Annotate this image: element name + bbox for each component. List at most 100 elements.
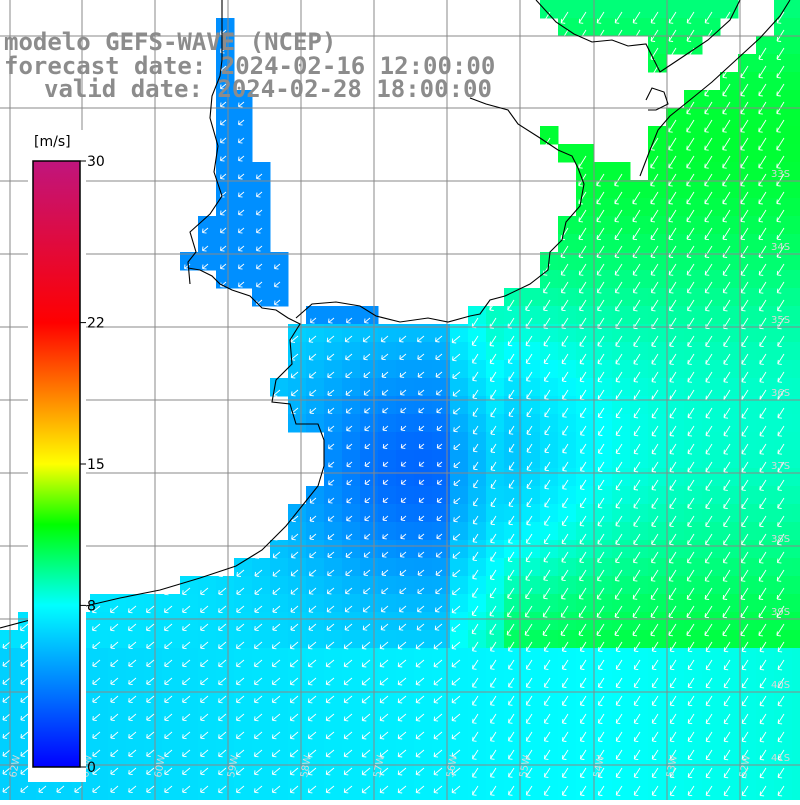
longitude-label: 60W — [153, 754, 168, 778]
field-cell — [450, 612, 469, 631]
wind-arrow — [508, 767, 515, 778]
field-cell — [666, 144, 685, 163]
wind-arrow — [452, 371, 461, 379]
field-cell — [216, 126, 235, 145]
wind-arrow — [650, 263, 659, 276]
field-cell — [630, 720, 649, 739]
wind-arrow — [740, 209, 749, 223]
field-cell — [180, 774, 199, 793]
field-cell — [342, 486, 361, 505]
wind-arrow — [543, 677, 551, 688]
wind-arrow — [777, 713, 785, 725]
wind-arrow — [200, 695, 209, 704]
field-cell — [378, 738, 397, 757]
wind-arrow — [238, 101, 245, 108]
wind-arrow — [417, 353, 425, 361]
field-cell — [720, 522, 739, 541]
wind-arrow — [651, 407, 659, 419]
field-cell — [774, 234, 793, 253]
wind-arrow — [633, 551, 641, 564]
field-cell — [324, 576, 343, 595]
wind-arrow — [615, 677, 623, 689]
wind-arrow — [543, 713, 551, 724]
wind-arrow — [508, 371, 515, 382]
field-cell — [414, 774, 433, 793]
field-cell — [738, 504, 757, 523]
field-cell — [504, 288, 523, 307]
wind-arrow — [380, 623, 389, 631]
field-cell — [324, 306, 343, 325]
wind-arrow — [705, 641, 713, 653]
wind-arrow — [777, 731, 785, 743]
field-cell — [558, 540, 577, 559]
wind-arrow — [436, 515, 443, 522]
latitude-label: 36S — [771, 388, 790, 399]
field-cell — [594, 666, 613, 685]
field-cell — [504, 720, 523, 739]
wind-arrow — [776, 227, 785, 241]
field-cell — [774, 504, 793, 523]
wind-arrow — [254, 641, 263, 650]
field-cell — [792, 738, 800, 757]
field-cell — [450, 414, 469, 433]
field-cell — [612, 504, 631, 523]
wind-arrow — [668, 551, 677, 564]
field-cell — [594, 720, 613, 739]
wind-arrow — [256, 263, 263, 270]
wind-arrow — [705, 479, 713, 491]
field-cell — [378, 360, 397, 379]
field-cell — [702, 630, 721, 649]
field-cell — [684, 792, 703, 805]
field-cell — [288, 594, 307, 613]
wind-arrow — [110, 677, 119, 686]
field-cell — [504, 450, 523, 469]
wind-arrow — [561, 767, 569, 778]
field-cell — [504, 702, 523, 721]
wind-arrow — [400, 533, 407, 540]
field-cell — [468, 774, 487, 793]
wind-arrow — [632, 605, 641, 619]
wind-arrow — [327, 551, 335, 559]
wind-arrow — [578, 623, 587, 637]
field-cell — [720, 720, 739, 739]
wind-arrow — [561, 587, 569, 600]
field-cell — [486, 540, 505, 559]
field-cell — [468, 684, 487, 703]
wind-arrow — [399, 605, 407, 613]
wind-arrow — [417, 569, 425, 576]
wind-arrow — [363, 389, 371, 396]
wind-arrow — [507, 335, 515, 347]
field-cell — [666, 126, 685, 145]
wind-arrow — [309, 407, 317, 415]
wind-arrow — [254, 731, 263, 740]
field-cell — [486, 414, 505, 433]
field-cell — [684, 288, 703, 307]
field-cell — [612, 468, 631, 487]
field-cell — [540, 324, 559, 343]
wind-arrow — [615, 713, 623, 725]
field-cell — [594, 306, 613, 325]
wind-arrow — [343, 785, 353, 794]
wind-arrow — [309, 497, 317, 504]
field-cell — [450, 738, 469, 757]
wind-arrow — [668, 569, 677, 582]
field-cell — [792, 0, 800, 19]
field-cell — [612, 648, 631, 667]
field-cell — [126, 702, 145, 721]
field-cell — [288, 792, 307, 805]
wind-arrow — [327, 569, 335, 577]
field-cell — [774, 360, 793, 379]
field-cell — [684, 198, 703, 217]
field-cell — [630, 396, 649, 415]
wind-arrow — [704, 587, 713, 600]
wind-arrow — [202, 227, 209, 234]
wind-arrow — [507, 569, 515, 581]
field-cell — [648, 396, 667, 415]
field-cell — [90, 720, 109, 739]
wind-arrow — [433, 695, 443, 704]
wind-arrow — [525, 695, 533, 706]
field-cell — [648, 288, 667, 307]
wind-arrow — [92, 623, 101, 632]
field-cell — [756, 252, 775, 271]
wind-arrow — [472, 587, 479, 598]
